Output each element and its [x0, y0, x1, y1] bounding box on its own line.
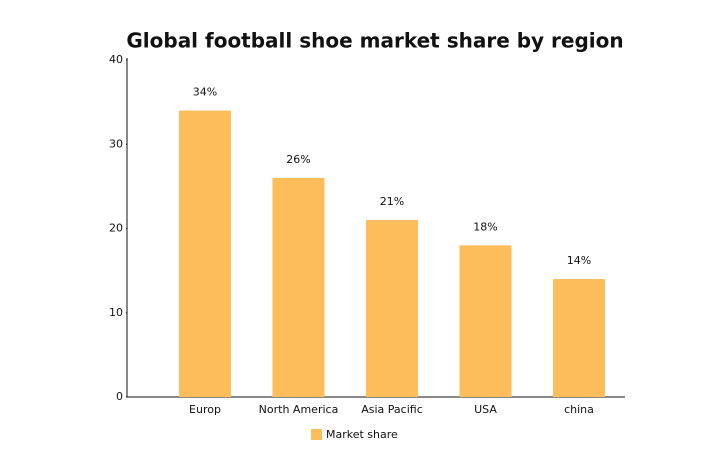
- bar: [459, 245, 512, 397]
- bar: [553, 279, 605, 397]
- x-tick-label: china: [564, 403, 594, 416]
- value-label: 21%: [380, 195, 404, 208]
- value-label: 14%: [567, 254, 591, 267]
- bar: [179, 110, 231, 398]
- y-tick-label: 10: [109, 306, 123, 319]
- legend-label: Market share: [326, 428, 398, 441]
- value-label: 18%: [473, 220, 497, 233]
- y-tick-label: 0: [116, 390, 123, 403]
- bar: [366, 220, 418, 397]
- y-tick-label: 20: [109, 222, 123, 235]
- value-label: 26%: [286, 153, 310, 166]
- x-tick-label: Asia Pacific: [361, 403, 423, 416]
- legend-swatch: [311, 429, 322, 440]
- x-tick-label: Europ: [189, 403, 221, 416]
- x-tick-label: USA: [474, 403, 497, 416]
- bar: [272, 177, 325, 397]
- y-tick-label: 30: [109, 137, 123, 150]
- chart-title: Global football shoe market share by reg…: [126, 29, 623, 53]
- x-tick-label: North America: [259, 403, 339, 416]
- y-tick-label: 40: [109, 53, 123, 66]
- value-label: 34%: [193, 86, 217, 99]
